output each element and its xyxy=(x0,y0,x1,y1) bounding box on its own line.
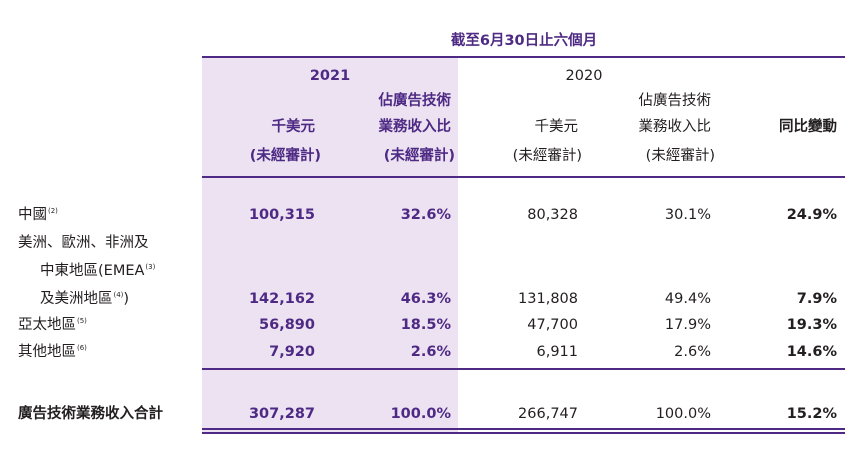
cell-yoy: 14.6% xyxy=(786,344,837,360)
cell-yoy: 24.9% xyxy=(786,207,837,223)
cell-2021-pct: 32.6% xyxy=(400,207,451,223)
col-2021-pct-line2: 業務收入比 xyxy=(378,119,452,135)
row-label-china: 中國(2) xyxy=(18,207,58,223)
col-2021-pct-line1: 佔廣告技術 xyxy=(378,93,452,109)
highlight-2021-column xyxy=(202,57,458,432)
cell-2020-pct: 2.6% xyxy=(674,344,711,360)
row-label-apac: 亞太地區(5) xyxy=(18,317,87,333)
cell-2021-amount: 56,890 xyxy=(259,317,315,333)
col-yoy-header: 同比變動 xyxy=(779,119,837,135)
col-2020-pct-line1: 佔廣告技術 xyxy=(638,93,712,109)
cell-2020-amount: 80,328 xyxy=(527,207,578,223)
row-label-emea-line1: 美洲、歐洲、非洲及 xyxy=(18,235,149,251)
total-label: 廣告技術業務收入合計 xyxy=(18,406,163,422)
header-rule-bottom xyxy=(202,176,845,178)
cell-2020-amount: 6,911 xyxy=(536,344,578,360)
cell-2021-pct: 46.3% xyxy=(400,291,451,307)
total-2020-pct: 100.0% xyxy=(655,406,711,422)
cell-2021-amount: 142,162 xyxy=(248,291,315,307)
cell-2021-amount: 100,315 xyxy=(248,207,315,223)
period-heading: 截至6月30日止六個月 xyxy=(450,33,598,49)
cell-2020-pct: 49.4% xyxy=(664,291,711,307)
header-rule-top xyxy=(202,56,845,58)
cell-2020-pct: 30.1% xyxy=(664,207,711,223)
cell-2021-pct: 18.5% xyxy=(400,317,451,333)
cell-yoy: 19.3% xyxy=(786,317,837,333)
row-label-other: 其他地區(6) xyxy=(18,344,87,360)
total-rule-upper xyxy=(202,428,845,430)
cell-yoy: 7.9% xyxy=(796,291,837,307)
col-2020-pct-line2: 業務收入比 xyxy=(638,119,712,135)
cell-2021-pct: 2.6% xyxy=(410,344,451,360)
cell-2020-amount: 131,808 xyxy=(518,291,578,307)
total-2021-pct: 100.0% xyxy=(390,406,451,422)
col-2021-amount-note: (未經審計) xyxy=(249,148,321,164)
col-2021-pct-note: (未經審計) xyxy=(383,148,455,164)
year-2020: 2020 xyxy=(565,68,603,84)
col-2021-amount-unit: 千美元 xyxy=(271,119,316,135)
cell-2020-pct: 17.9% xyxy=(664,317,711,333)
total-2021-amount: 307,287 xyxy=(248,406,315,422)
subtotal-rule xyxy=(202,368,845,370)
cell-2020-amount: 47,700 xyxy=(527,317,578,333)
col-2020-pct-note: (未經審計) xyxy=(645,148,715,164)
row-label-emea-line3: 及美洲地區(4)) xyxy=(40,291,130,307)
col-2020-amount-note: (未經審計) xyxy=(512,148,582,164)
row-label-emea-line2: 中東地區(EMEA(3) xyxy=(40,263,156,279)
col-2020-amount-unit: 千美元 xyxy=(534,119,579,135)
total-2020-amount: 266,747 xyxy=(518,406,578,422)
total-rule-lower xyxy=(202,432,845,434)
cell-2021-amount: 7,920 xyxy=(269,344,315,360)
total-yoy: 15.2% xyxy=(786,406,837,422)
year-2021: 2021 xyxy=(309,68,351,84)
